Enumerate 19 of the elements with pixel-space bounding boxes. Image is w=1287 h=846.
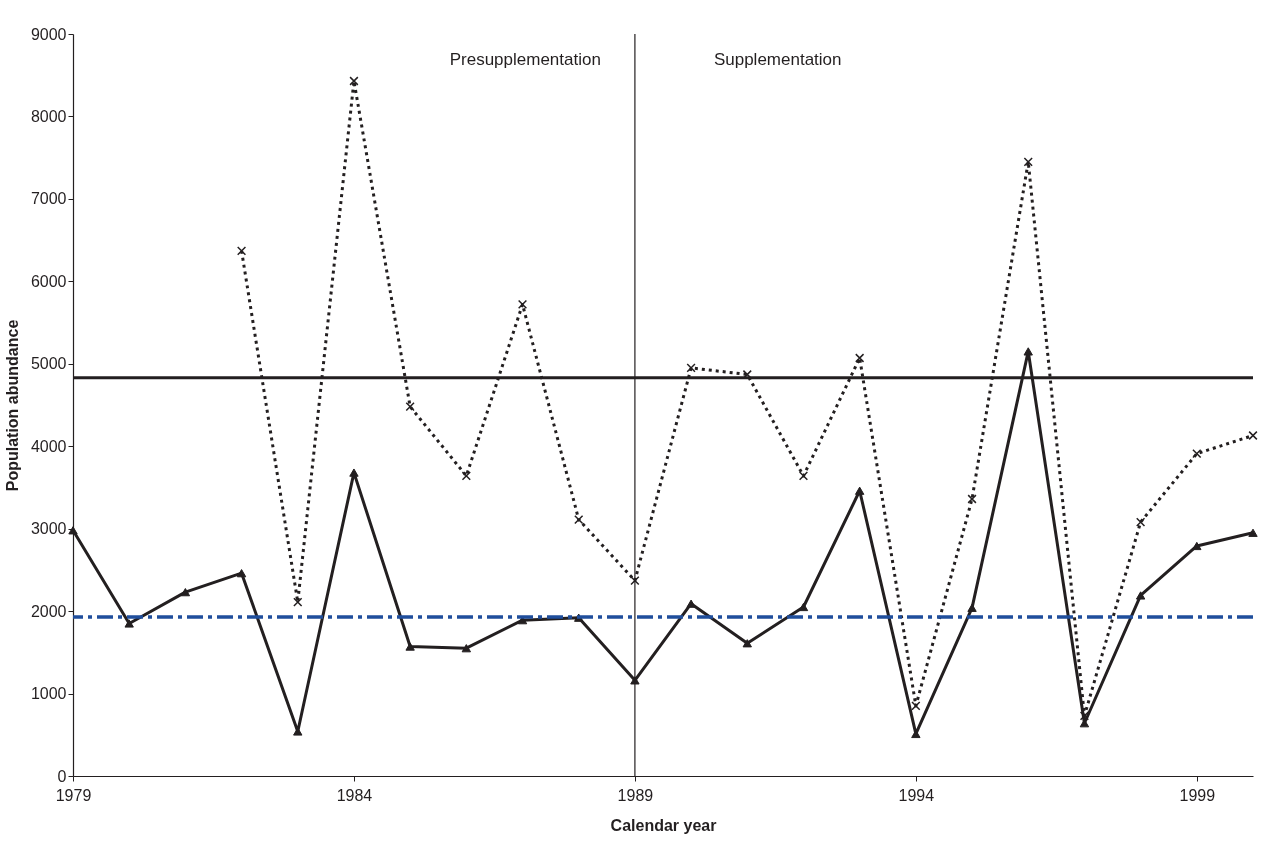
annotation: Supplementation <box>713 50 842 69</box>
x-tick-label: 1994 <box>898 786 935 804</box>
x-axis-title: Calendar year <box>610 816 717 834</box>
x-tick-label: 1979 <box>55 786 92 804</box>
y-tick-label: 0 <box>57 767 67 785</box>
y-tick-label: 3000 <box>30 520 67 538</box>
annotation: Presupplementation <box>449 50 601 69</box>
y-tick-label: 2000 <box>30 602 67 620</box>
y-tick-label: 4000 <box>30 437 67 455</box>
y-tick-label: 1000 <box>30 685 67 703</box>
y-tick-label: 9000 <box>30 25 67 43</box>
y-axis-title: Population abundance <box>3 319 21 492</box>
y-tick-label: 7000 <box>30 190 67 208</box>
y-tick-label: 6000 <box>30 272 67 290</box>
y-tick-label: 8000 <box>30 107 67 125</box>
x-tick-label: 1989 <box>617 786 654 804</box>
y-tick-label: 5000 <box>30 355 67 373</box>
x-tick-label: 1999 <box>1179 786 1216 804</box>
x-tick-label: 1984 <box>336 786 373 804</box>
